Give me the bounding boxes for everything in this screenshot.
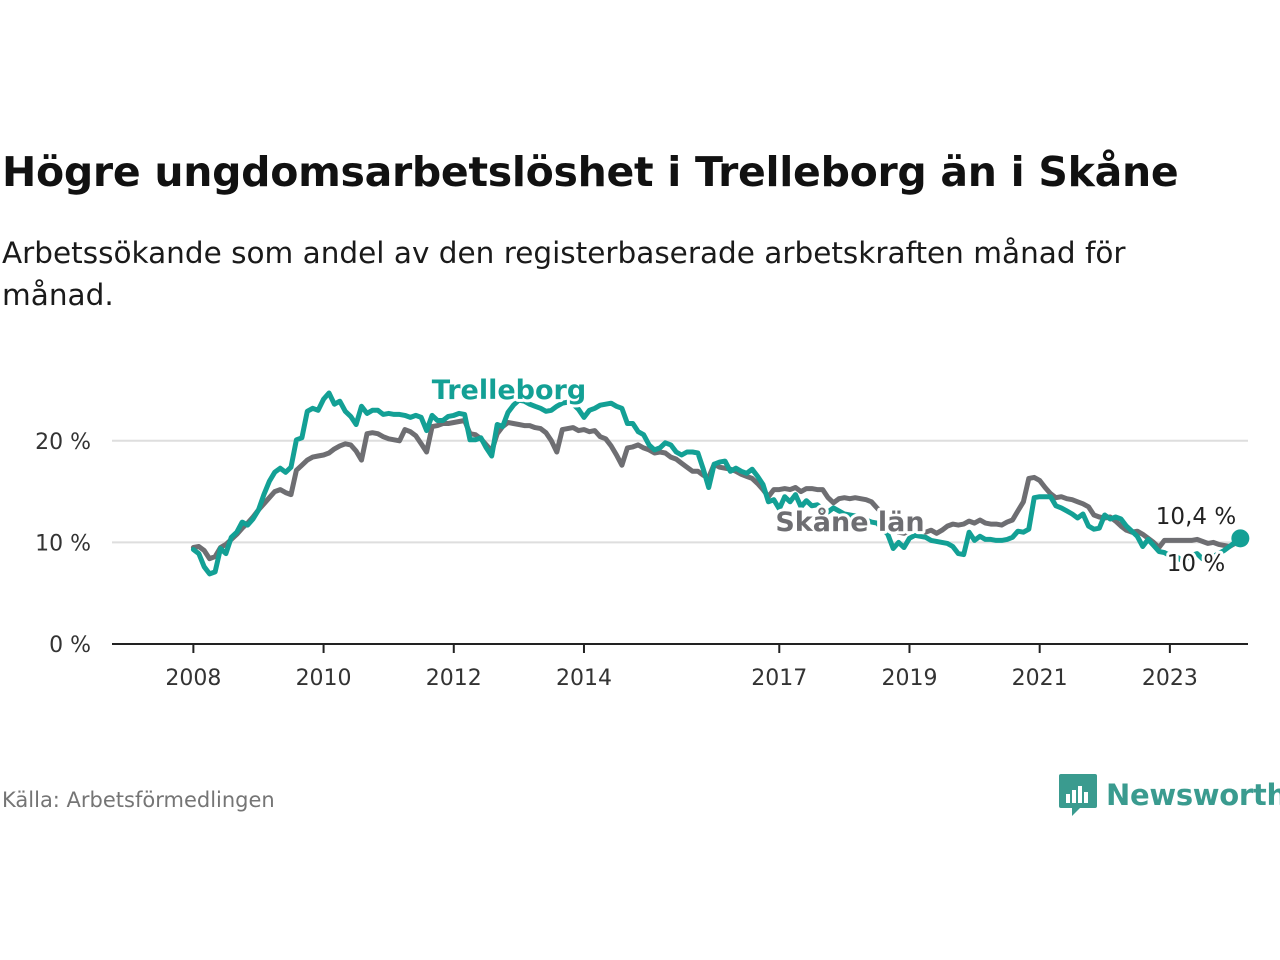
y-tick-label: 20 % (35, 430, 91, 455)
chart-title: Högre ungdomsarbetslöshet i Trelleborg ä… (2, 148, 1179, 196)
brand-name: Newsworthy (1106, 778, 1280, 812)
x-tick-label: 2021 (1012, 666, 1068, 691)
x-tick-label: 2017 (751, 666, 807, 691)
end-value-label-skane-lan: 10 % (1167, 551, 1225, 577)
x-tick-label: 2008 (165, 666, 221, 691)
x-tick-label: 2019 (881, 666, 937, 691)
newsworthy-logo[interactable]: Newsworthy (1058, 772, 1280, 818)
chart-subtitle: Arbetssökande som andel av den registerb… (2, 236, 1126, 312)
x-tick-label: 2014 (556, 666, 612, 691)
y-tick-label: 10 % (35, 531, 91, 556)
end-value-label-trelleborg: 10,4 % (1156, 504, 1236, 530)
x-tick-label: 2023 (1142, 666, 1198, 691)
source-note: Källa: Arbetsförmedlingen (2, 788, 275, 812)
x-tick-label: 2012 (426, 666, 482, 691)
y-tick-label: 0 % (49, 633, 91, 658)
series-end-marker-trelleborg (1231, 529, 1250, 548)
series-line-trelleborg (190, 390, 1243, 577)
series-label-skane-lan: Skåne län (775, 506, 924, 538)
series-label-trelleborg: Trelleborg (432, 375, 586, 406)
x-tick-label: 2010 (296, 666, 352, 691)
bar-chart-speech-bubble-icon (1059, 774, 1097, 816)
